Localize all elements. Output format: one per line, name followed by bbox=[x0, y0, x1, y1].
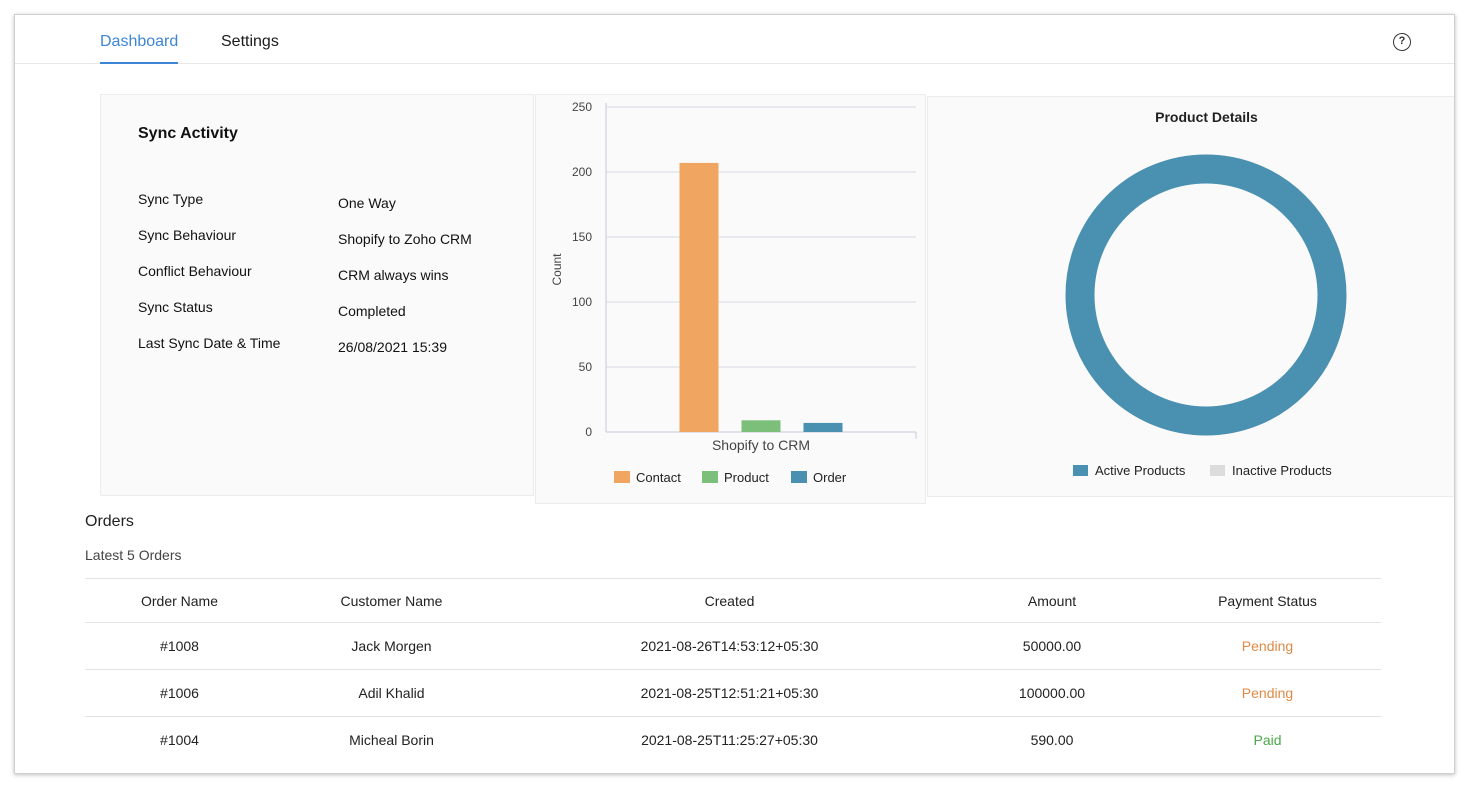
sync-value: CRM always wins bbox=[338, 267, 449, 283]
y-tick-label: 250 bbox=[572, 100, 592, 114]
legend-swatch-product bbox=[702, 471, 718, 483]
customer-name-cell: Adil Khalid bbox=[274, 669, 509, 717]
donut-slice-active-products bbox=[1065, 154, 1347, 436]
bar-contact bbox=[679, 162, 719, 432]
column-header[interactable]: Order Name bbox=[85, 578, 274, 623]
bar-order bbox=[803, 422, 843, 432]
legend-label-order: Order bbox=[813, 470, 847, 485]
app-window: Dashboard Settings ? Sync Activity Sync … bbox=[14, 14, 1455, 774]
sync-count-bar-chart: 0 50 100 150 200 250 Count Shopify to CRM Contac… bbox=[535, 94, 926, 504]
bar-chart-svg: 0 50 100 150 200 250 Count Shopify to CRM Contac… bbox=[550, 100, 917, 485]
sync-label: Sync Behaviour bbox=[138, 227, 237, 243]
y-tick-label: 200 bbox=[572, 165, 592, 179]
legend-swatch-order bbox=[791, 471, 807, 483]
payment-status-cell: Pending bbox=[1154, 622, 1381, 670]
sync-activity-panel: Sync Activity Sync Type One Way Sync Beh… bbox=[100, 94, 534, 496]
table-header-row: Order Name Customer Name Created Amount … bbox=[85, 578, 1381, 623]
sync-label: Last Sync Date & Time bbox=[138, 335, 281, 351]
product-details-panel: Product Details Active Products Inactive… bbox=[927, 96, 1454, 497]
sync-value: 26/08/2021 15:39 bbox=[338, 339, 447, 355]
sync-label: Sync Status bbox=[138, 299, 213, 315]
column-header[interactable]: Amount bbox=[950, 578, 1154, 623]
product-details-title: Product Details bbox=[1155, 109, 1258, 125]
bar-product bbox=[741, 420, 781, 432]
legend-label-product: Product bbox=[724, 470, 769, 485]
help-icon[interactable]: ? bbox=[1393, 33, 1411, 51]
legend-swatch bbox=[1210, 465, 1225, 476]
order-name-cell: #1004 bbox=[85, 716, 274, 764]
order-name-cell: #1006 bbox=[85, 669, 274, 717]
payment-status-cell: Pending bbox=[1154, 669, 1381, 717]
orders-table: Order Name Customer Name Created Amount … bbox=[85, 578, 1381, 764]
created-cell: 2021-08-26T14:53:12+05:30 bbox=[509, 622, 950, 670]
tab-bar: Dashboard Settings ? bbox=[15, 15, 1454, 64]
legend-swatch-contact bbox=[614, 471, 630, 483]
legend-inactive-products[interactable]: Inactive Products bbox=[1210, 463, 1332, 478]
legend-label: Inactive Products bbox=[1232, 463, 1332, 478]
amount-cell: 590.00 bbox=[950, 716, 1154, 764]
sync-value: Shopify to Zoho CRM bbox=[338, 231, 472, 247]
tab-dashboard[interactable]: Dashboard bbox=[100, 33, 179, 64]
created-cell: 2021-08-25T11:25:27+05:30 bbox=[509, 716, 950, 764]
y-axis-label: Count bbox=[550, 253, 564, 286]
sync-value: One Way bbox=[338, 195, 396, 211]
created-cell: 2021-08-25T12:51:21+05:30 bbox=[509, 669, 950, 717]
payment-status-cell: Paid bbox=[1154, 716, 1381, 764]
sync-label: Conflict Behaviour bbox=[138, 263, 252, 279]
orders-title: Orders bbox=[85, 513, 134, 530]
legend-label: Active Products bbox=[1095, 463, 1186, 478]
order-name-cell: #1008 bbox=[85, 622, 274, 670]
x-axis-label: Shopify to CRM bbox=[712, 437, 810, 453]
y-tick-label: 150 bbox=[572, 230, 592, 244]
amount-cell: 50000.00 bbox=[950, 622, 1154, 670]
legend-label-contact: Contact bbox=[636, 470, 681, 485]
table-row[interactable]: #1004 Micheal Borin 2021-08-25T11:25:27+… bbox=[85, 716, 1381, 764]
column-header[interactable]: Payment Status bbox=[1154, 578, 1381, 623]
column-header[interactable]: Customer Name bbox=[274, 578, 509, 623]
customer-name-cell: Jack Morgen bbox=[274, 622, 509, 670]
table-row[interactable]: #1006 Adil Khalid 2021-08-25T12:51:21+05… bbox=[85, 669, 1381, 717]
amount-cell: 100000.00 bbox=[950, 669, 1154, 717]
sync-label: Sync Type bbox=[138, 191, 204, 207]
customer-name-cell: Micheal Borin bbox=[274, 716, 509, 764]
legend-swatch bbox=[1073, 465, 1088, 476]
sync-value: Completed bbox=[338, 303, 406, 319]
y-tick-label: 0 bbox=[585, 425, 592, 439]
table-row[interactable]: #1008 Jack Morgen 2021-08-26T14:53:12+05… bbox=[85, 622, 1381, 670]
donut-chart-svg bbox=[1065, 154, 1347, 436]
y-tick-label: 100 bbox=[572, 295, 592, 309]
legend-active-products[interactable]: Active Products bbox=[1073, 463, 1185, 478]
sync-activity-title: Sync Activity bbox=[138, 125, 238, 142]
tab-settings[interactable]: Settings bbox=[221, 33, 279, 50]
y-tick-label: 50 bbox=[579, 360, 593, 374]
column-header[interactable]: Created bbox=[509, 578, 950, 623]
orders-subtitle: Latest 5 Orders bbox=[85, 547, 182, 563]
